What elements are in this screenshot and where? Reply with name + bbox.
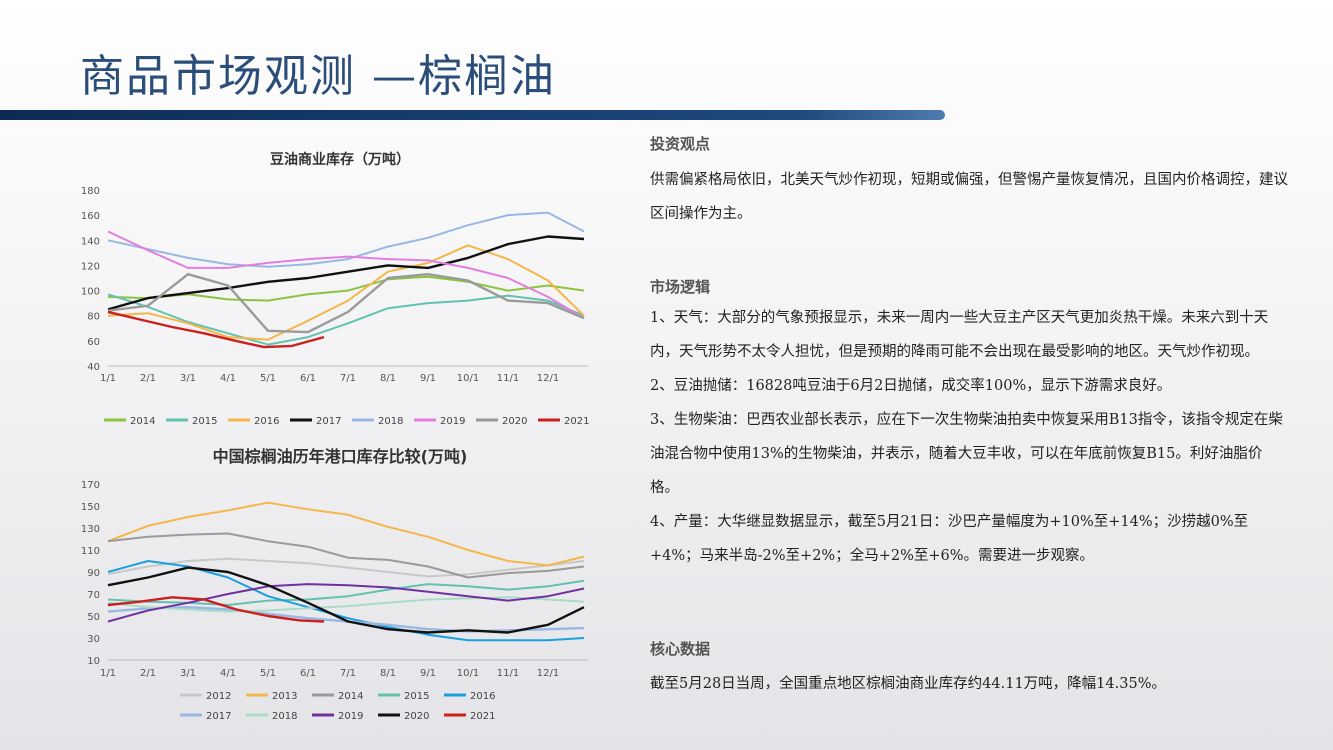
series-line-2015 — [107, 293, 585, 346]
legend-label-2021: 2021 — [470, 711, 495, 722]
logic-list: 1、天气：大部分的气象预报显示，未来一周内一些大豆主产区天气更加炎热干燥。未来六… — [650, 301, 1290, 573]
x-tick-label: 8/1 — [380, 373, 396, 384]
x-tick-label: 4/1 — [220, 373, 236, 384]
soybean-oil-stock-svg: 豆油商业库存（万吨） 40 60 80 100 120 140 160 180 1/1 2/1 3/1… — [81, 151, 590, 427]
y-tick-label: 170 — [81, 480, 100, 491]
soybean-oil-stock-chart: 豆油商业库存（万吨） 40 60 80 100 120 140 160 180 1/1 2/1 3/1… — [70, 140, 610, 440]
legend-label-2018: 2018 — [272, 711, 297, 722]
logic-item-auction: 2、豆油抛储：16828吨豆油于6月2日抛储，成交率100%，显示下游需求良好。 — [650, 378, 1172, 394]
y-tick-label: 80 — [87, 312, 100, 323]
y-tick-label: 180 — [81, 186, 100, 197]
x-tick-label: 6/1 — [300, 668, 316, 679]
x-tick-label: 5/1 — [260, 668, 276, 679]
x-tick-label: 11/1 — [497, 668, 519, 679]
y-tick-label: 30 — [87, 634, 100, 645]
y-tick-label: 60 — [87, 337, 100, 348]
x-tick-label: 11/1 — [497, 373, 519, 384]
x-tick-label: 4/1 — [220, 668, 236, 679]
series-line-2019 — [107, 230, 585, 320]
series-line-2013 — [107, 501, 585, 567]
legend-label-2017: 2017 — [316, 416, 341, 427]
legend-label-2020: 2020 — [404, 711, 429, 722]
x-tick-label: 2/1 — [140, 373, 156, 384]
view-heading: 投资观点 — [650, 135, 711, 153]
series-line-2016 — [107, 244, 585, 341]
series-line-2020 — [107, 566, 585, 634]
series-line-2018 — [107, 211, 585, 268]
x-tick-label: 12/1 — [537, 668, 559, 679]
series-line-2014 — [107, 532, 585, 579]
x-tick-label: 1/1 — [100, 668, 116, 679]
y-tick-label: 40 — [87, 362, 100, 373]
core-heading: 核心数据 — [650, 640, 711, 658]
logic-heading: 市场逻辑 — [650, 278, 711, 296]
legend-label-2018: 2018 — [378, 416, 403, 427]
series-line-2017 — [107, 235, 585, 311]
legend-label-2014: 2014 — [130, 416, 155, 427]
x-tick-label: 3/1 — [180, 668, 196, 679]
legend-label-2016: 2016 — [254, 416, 279, 427]
view-text: 供需偏紧格局依旧，北美天气炒作初现，短期或偏强，但警惕产量恢复情况，且国内价格调… — [650, 172, 1288, 222]
series-line-2021 — [107, 310, 325, 349]
x-tick-label: 6/1 — [300, 373, 316, 384]
x-tick-label: 7/1 — [340, 668, 356, 679]
legend-label-2015: 2015 — [192, 416, 217, 427]
y-tick-label: 130 — [81, 524, 100, 535]
x-tick-label: 9/1 — [420, 373, 436, 384]
x-tick-label: 12/1 — [537, 373, 559, 384]
y-tick-label: 100 — [81, 287, 100, 298]
y-tick-label: 140 — [81, 236, 100, 247]
x-tick-label: 2/1 — [140, 668, 156, 679]
title-band — [0, 110, 945, 120]
y-tick-label: 150 — [81, 502, 100, 513]
legend-label-2014: 2014 — [338, 691, 363, 702]
series-line-2021 — [107, 596, 325, 623]
logic-item-production: 4、产量：大华继显数据显示，截至5月21日：沙巴产量幅度为+10%至+14%；沙… — [650, 514, 1249, 564]
logic-item-biodiesel: 3、生物柴油：巴西农业部长表示，应在下一次生物柴油拍卖中恢复采用B13指令，该指… — [650, 412, 1283, 496]
y-tick-label: 110 — [81, 546, 100, 557]
page-title: 商品市场观测 —棕榈油 — [80, 51, 556, 102]
x-tick-label: 9/1 — [420, 668, 436, 679]
y-tick-label: 160 — [81, 211, 100, 222]
palm-oil-port-stock-chart: 中国棕榈油历年港口库存比较(万吨) 10 30 50 70 90 110 130 150 170 1… — [70, 440, 610, 730]
series-line-2019 — [107, 583, 585, 623]
y-tick-label: 50 — [87, 612, 100, 623]
x-tick-label: 8/1 — [380, 668, 396, 679]
y-tick-label: 120 — [81, 261, 100, 272]
legend-label-2021: 2021 — [564, 416, 589, 427]
legend-label-2019: 2019 — [338, 711, 363, 722]
y-tick-label: 70 — [87, 590, 100, 601]
x-tick-label: 5/1 — [260, 373, 276, 384]
x-tick-label: 10/1 — [457, 373, 479, 384]
y-tick-label: 90 — [87, 568, 100, 579]
legend-label-2012: 2012 — [206, 691, 231, 702]
x-tick-label: 1/1 — [100, 373, 116, 384]
x-tick-label: 3/1 — [180, 373, 196, 384]
legend-label-2020: 2020 — [502, 416, 527, 427]
chart-title: 中国棕榈油历年港口库存比较(万吨) — [213, 447, 468, 466]
y-tick-label: 10 — [87, 656, 100, 667]
legend-label-2015: 2015 — [404, 691, 429, 702]
core-text: 截至5月28日当周，全国重点地区棕榈油商业库存约44.11万吨，降幅14.35%… — [650, 676, 1166, 692]
series-line-2012 — [107, 557, 585, 578]
legend-label-2016: 2016 — [470, 691, 495, 702]
x-tick-label: 7/1 — [340, 373, 356, 384]
legend-label-2019: 2019 — [440, 416, 465, 427]
legend-label-2017: 2017 — [206, 711, 231, 722]
series-line-2020 — [107, 272, 585, 334]
legend-label-2013: 2013 — [272, 691, 297, 702]
palm-oil-port-stock-svg: 中国棕榈油历年港口库存比较(万吨) 10 30 50 70 90 110 130 150 170 1… — [81, 447, 588, 722]
chart-title: 豆油商业库存（万吨） — [270, 151, 410, 168]
logic-item-weather: 1、天气：大部分的气象预报显示，未来一周内一些大豆主产区天气更加炎热干燥。未来六… — [650, 310, 1269, 360]
x-tick-label: 10/1 — [457, 668, 479, 679]
series-line-2018 — [107, 596, 585, 613]
